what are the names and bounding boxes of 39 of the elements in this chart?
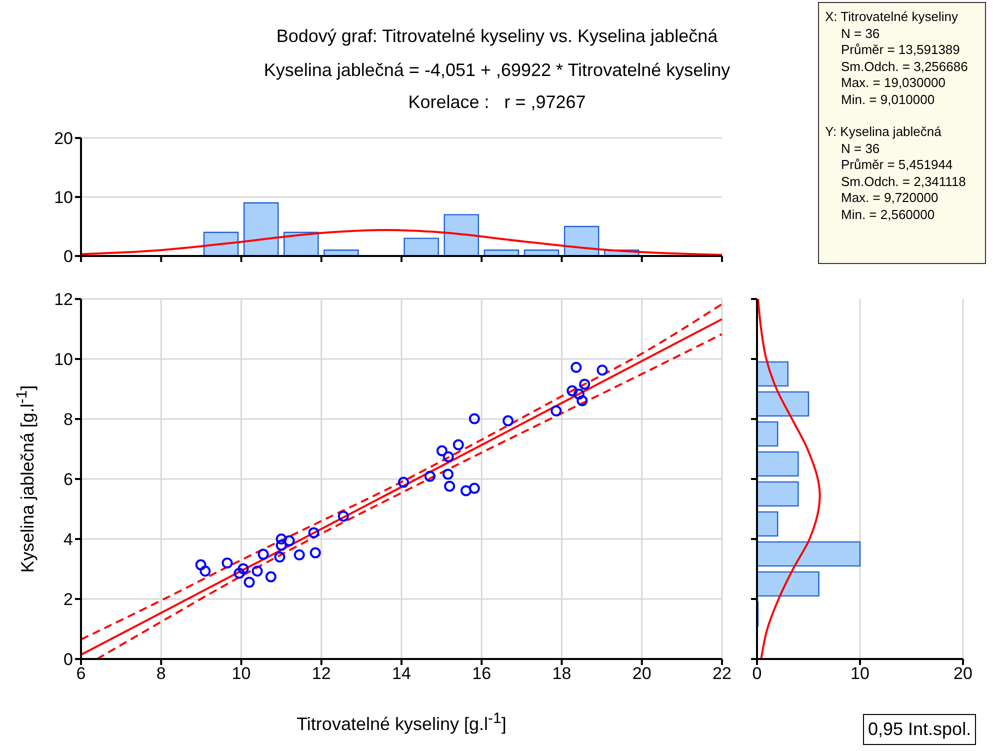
text: Max. = 9,720000 bbox=[840, 190, 940, 206]
x-tick-label: 0 bbox=[752, 664, 762, 684]
x-tick-label: 12 bbox=[312, 664, 331, 684]
chart-subtitle: Kyselina jablečná = -4,051 + ,69922 * Titrovatelné kyseliny bbox=[264, 60, 730, 80]
x-tick-label: 6 bbox=[76, 664, 86, 684]
y-tick-label: 4 bbox=[64, 530, 73, 550]
text: Max. = 19,030000 bbox=[840, 75, 946, 92]
text: 0,95 Int.spol. bbox=[863, 714, 976, 745]
y-tick-label: 0 bbox=[64, 247, 73, 266]
x-tick-label: 10 bbox=[850, 664, 870, 684]
x-tick-label: 14 bbox=[392, 664, 411, 684]
text: X: Titrovatelné kyseliny bbox=[825, 9, 959, 26]
text: Průměr = 5,451944 bbox=[840, 157, 954, 174]
y-tick-label: 10 bbox=[54, 188, 73, 208]
y-tick-label: 12 bbox=[54, 290, 73, 310]
text: Y: Kyselina jablečná bbox=[825, 124, 942, 140]
y-tick-label: 8 bbox=[64, 410, 73, 430]
text: Min. = 9,010000 bbox=[840, 92, 936, 108]
text: N = 36 bbox=[840, 26, 881, 42]
text: Průměr = 13,591389 bbox=[840, 42, 961, 58]
y-tick-label: 0 bbox=[64, 650, 73, 670]
text: Korelace : r = ,97267 bbox=[408, 92, 586, 112]
x-tick-label: 20 bbox=[954, 664, 972, 684]
text: N = 36 bbox=[840, 140, 881, 157]
y-tick-label: 6 bbox=[64, 470, 73, 490]
x-tick-label: 18 bbox=[552, 664, 572, 684]
text: Sm.Odch. = 2,341118 bbox=[840, 174, 967, 190]
x-tick-label: 22 bbox=[712, 664, 732, 684]
text: Min. = 2,560000 bbox=[840, 206, 936, 223]
x-tick-label: 20 bbox=[632, 664, 652, 684]
y-tick-label: 10 bbox=[54, 350, 73, 370]
x-tick-label: 16 bbox=[472, 664, 492, 684]
text: Sm.Odch. = 3,256686 bbox=[840, 58, 969, 75]
x-tick-label: 8 bbox=[156, 664, 166, 684]
chart-title: Bodový graf: Titrovatelné kyseliny vs. Kyselina jablečná bbox=[276, 26, 718, 46]
y-tick-label: 2 bbox=[64, 590, 73, 610]
x-axis-title: Titrovatelné kyseliny [g.l$^{-1}$] bbox=[296, 710, 508, 735]
x-tick-label: 10 bbox=[232, 664, 251, 684]
y-tick-label: 20 bbox=[54, 129, 73, 148]
